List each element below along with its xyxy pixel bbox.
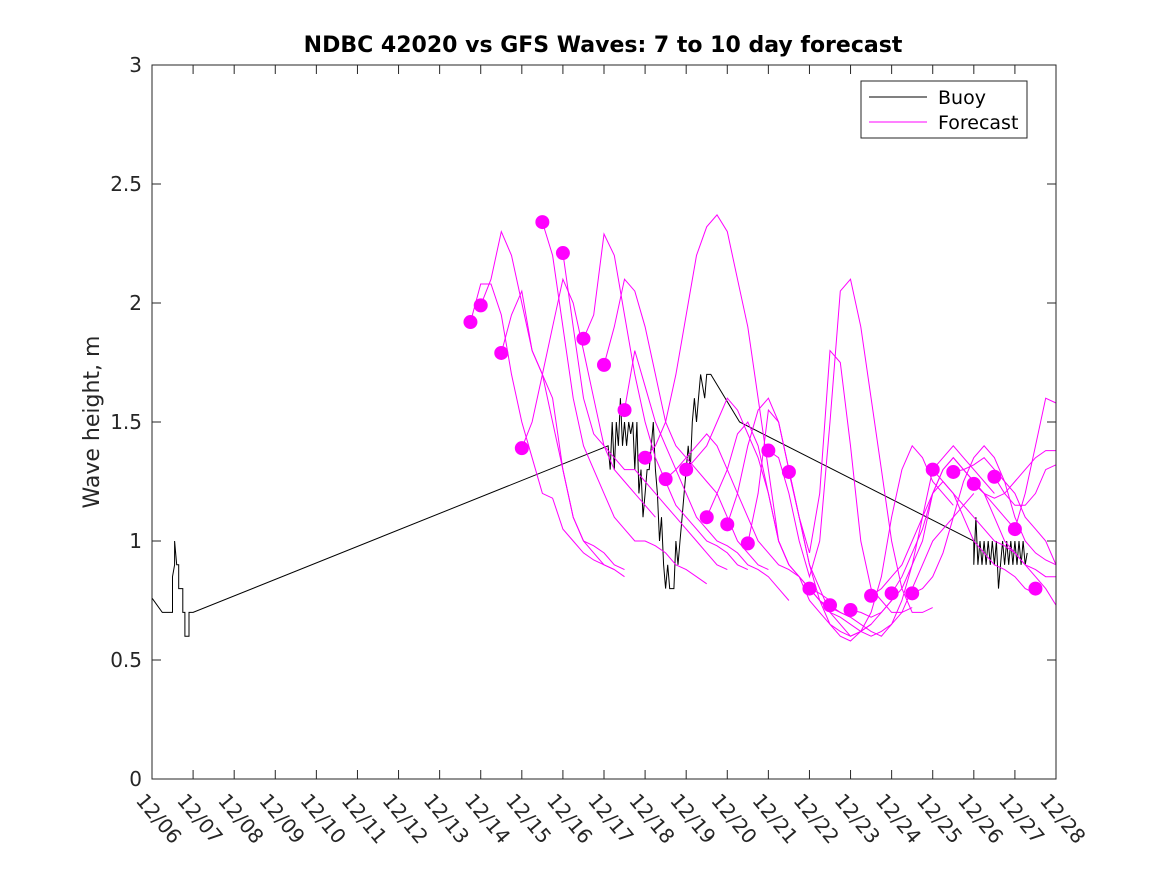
forecast-point	[1007, 522, 1022, 537]
marker-layer	[463, 215, 1043, 618]
forecast-point	[720, 517, 735, 532]
forecast-point	[638, 450, 653, 465]
forecast-line-4	[541, 221, 707, 585]
y-tick-label: 1	[129, 529, 142, 553]
forecast-line-2	[500, 289, 625, 571]
forecast-line-1	[480, 229, 615, 571]
legend-label-forecast: Forecast	[938, 112, 1018, 134]
forecast-point	[946, 464, 961, 479]
forecast-line-12	[706, 421, 872, 637]
forecast-point	[884, 586, 899, 601]
forecast-line-8	[624, 350, 790, 601]
forecast-point	[761, 443, 776, 458]
forecast-point	[781, 464, 796, 479]
forecast-point	[966, 476, 981, 491]
forecast-point	[494, 345, 509, 360]
forecast-point	[925, 462, 940, 477]
forecast-line-22	[911, 445, 1057, 594]
series-line-buoy	[151, 373, 1028, 637]
forecast-line-15	[768, 278, 933, 613]
forecast-point	[905, 586, 920, 601]
forecast-point	[555, 246, 570, 261]
forecast-line-23	[932, 469, 1057, 606]
forecast-line-0	[470, 283, 625, 578]
forecast-line-5	[562, 252, 728, 571]
forecast-point	[576, 331, 591, 346]
forecast-point	[617, 403, 632, 418]
forecast-point	[1028, 581, 1043, 596]
y-tick-label: 2	[129, 291, 142, 315]
forecast-point	[658, 472, 673, 487]
forecast-point	[843, 603, 858, 618]
forecast-point	[679, 462, 694, 477]
forecast-line-27	[1014, 397, 1057, 530]
forecast-line-25	[973, 450, 1056, 499]
plot-area: 00.511.522.5312/0612/0712/0812/0912/1012…	[110, 53, 1090, 848]
forecast-point	[473, 298, 488, 313]
y-axis-label: Wave height, m	[80, 336, 105, 509]
y-tick-label: 2.5	[110, 172, 142, 196]
forecast-point	[823, 598, 837, 613]
forecast-point	[514, 441, 529, 456]
forecast-line-3	[521, 277, 656, 518]
y-tick-label: 0.5	[110, 648, 142, 672]
y-tick-label: 1.5	[110, 410, 142, 434]
forecast-point	[597, 357, 611, 372]
forecast-point	[987, 469, 1002, 484]
forecast-point	[740, 536, 755, 551]
forecast-point	[535, 215, 550, 230]
legend: Buoy Forecast	[860, 80, 1028, 139]
forecast-point	[463, 315, 478, 330]
y-tick-label: 3	[129, 53, 142, 77]
axes-background	[152, 65, 1056, 779]
forecast-line-24	[953, 457, 1057, 565]
forecast-point	[864, 588, 879, 603]
forecast-line-26	[993, 464, 1057, 506]
chart-title: NDBC 42020 vs GFS Waves: 7 to 10 day for…	[304, 33, 903, 58]
forecast-point	[699, 510, 714, 525]
forecast-point	[802, 581, 817, 596]
legend-box	[860, 80, 1028, 139]
forecast-line-14	[747, 349, 913, 613]
legend-label-buoy: Buoy	[938, 87, 986, 109]
y-tick-label: 0	[129, 767, 142, 791]
